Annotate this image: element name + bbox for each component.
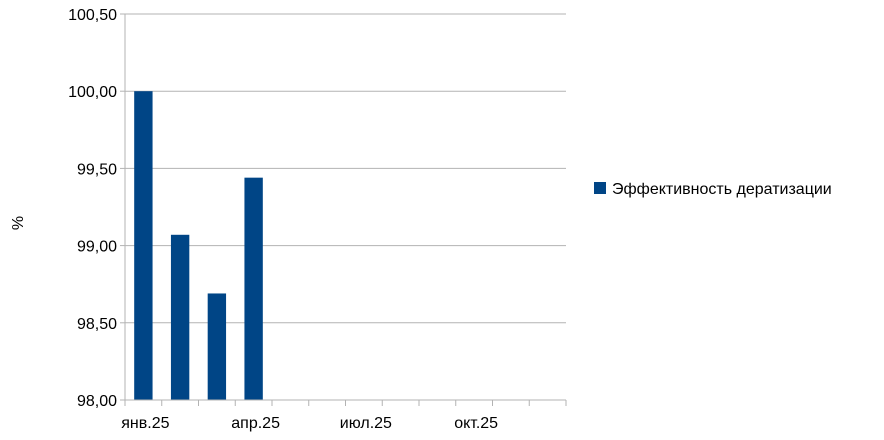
y-tick-label: 99,00 [77, 239, 117, 256]
y-tick-label: 100,00 [68, 84, 117, 101]
y-tick-label: 99,50 [77, 161, 117, 178]
x-tick-labels: янв.25 апр.25 июл.25 окт.25 [121, 415, 498, 432]
y-tick-label: 98,50 [77, 316, 117, 333]
x-tick-label: апр.25 [231, 415, 280, 432]
y-tick-label: 100,50 [68, 7, 117, 24]
legend: Эффективность дератизации [594, 181, 832, 198]
y-axis-label: % [10, 216, 27, 230]
y-tick-label: 98,00 [77, 393, 117, 410]
axes [120, 13, 567, 406]
legend-swatch [594, 182, 606, 194]
x-tick-label: янв.25 [121, 415, 169, 432]
bar [170, 234, 190, 400]
bar [207, 293, 227, 400]
x-tick-label: окт.25 [454, 415, 498, 432]
y-tick-labels: 98,00 98,50 99,00 99,50 100,00 100,50 [68, 7, 117, 410]
grid-lines [125, 13, 566, 401]
bar [244, 177, 263, 400]
bar [134, 91, 153, 400]
x-tick-label: июл.25 [340, 415, 392, 432]
legend-label: Эффективность дератизации [612, 181, 832, 198]
bars [134, 91, 263, 400]
